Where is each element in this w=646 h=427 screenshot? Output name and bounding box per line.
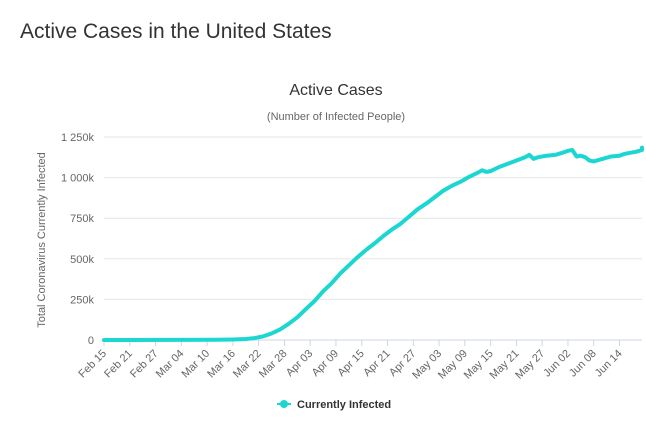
y-axis-label: Total Coronavirus Currently Infected bbox=[36, 152, 48, 327]
grid-lines bbox=[104, 136, 642, 341]
x-tick-label: Mar 16 bbox=[205, 348, 238, 381]
x-tick-label: May 27 bbox=[513, 348, 547, 382]
chart-subtitle: (Number of Infected People) bbox=[267, 111, 405, 123]
legend-swatch-dot bbox=[280, 400, 288, 408]
legend[interactable]: Currently Infected bbox=[277, 399, 391, 411]
y-tick-label: 500k bbox=[70, 254, 94, 266]
y-tick-label: 1 250k bbox=[61, 132, 95, 144]
x-tick-label: Apr 09 bbox=[310, 348, 341, 379]
page-title: Active Cases in the United States bbox=[20, 20, 332, 43]
series-layer bbox=[102, 145, 644, 342]
y-tick-label: 1 000k bbox=[61, 173, 95, 185]
legend-label: Currently Infected bbox=[297, 399, 391, 411]
series-line-currently-infected[interactable] bbox=[102, 145, 644, 342]
x-tick-label: Feb 21 bbox=[102, 348, 135, 381]
x-tick-label: Apr 03 bbox=[284, 348, 315, 379]
x-tick-label: Mar 28 bbox=[257, 348, 290, 381]
x-tick-label: Mar 10 bbox=[180, 348, 213, 381]
y-tick-label: 750k bbox=[70, 213, 94, 225]
x-tick-label: Feb 15 bbox=[76, 348, 109, 381]
y-tick-label: 0 bbox=[88, 335, 94, 347]
x-tick-label: Apr 21 bbox=[361, 348, 392, 379]
x-tick-label: Feb 27 bbox=[128, 348, 161, 381]
y-tick-label: 250k bbox=[70, 294, 94, 306]
x-tick-label: Apr 15 bbox=[335, 348, 366, 379]
x-tick-label: Jun 14 bbox=[593, 348, 625, 380]
chart-title: Active Cases bbox=[289, 82, 382, 99]
x-tick-label: Mar 04 bbox=[154, 348, 187, 381]
y-axis-ticks: 0 250k 500k 750k 1 000k 1 250k bbox=[61, 132, 95, 347]
x-tick-label: Jun 08 bbox=[567, 348, 599, 380]
x-tick-label: Jun 02 bbox=[541, 348, 573, 380]
x-tick-label: Mar 22 bbox=[231, 348, 264, 381]
